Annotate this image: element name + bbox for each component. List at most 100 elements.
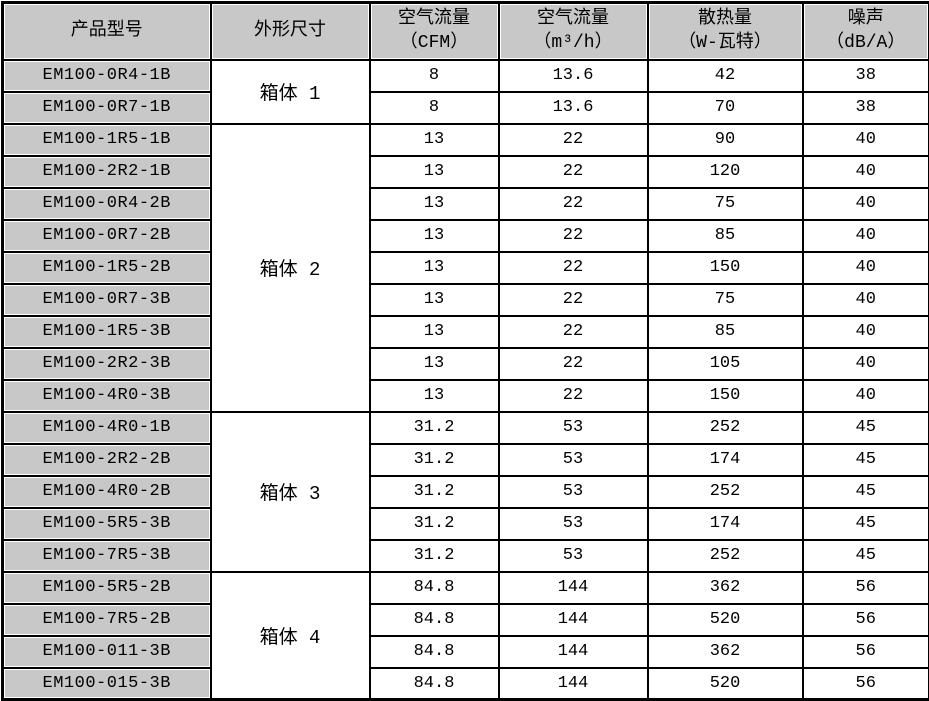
table-row: EM100-015-3B 84.8 144 520 56	[3, 668, 929, 700]
header-cell-heat: 散热量 （W-瓦特）	[648, 3, 803, 60]
cell-cfm: 84.8	[370, 572, 499, 604]
cell-cfm: 13	[370, 284, 499, 316]
table-row: EM100-1R5-1B 箱体 2 13 22 90 40	[3, 124, 929, 156]
cell-noise: 45	[803, 540, 929, 572]
cell-heat: 174	[648, 444, 803, 476]
cell-m3h: 22	[499, 188, 648, 220]
cell-model: EM100-015-3B	[3, 668, 211, 700]
header-cell-size: 外形尺寸	[211, 3, 370, 60]
cell-noise: 45	[803, 412, 929, 444]
cell-model: EM100-0R7-2B	[3, 220, 211, 252]
cell-m3h: 13.6	[499, 60, 648, 92]
cell-m3h: 53	[499, 508, 648, 540]
header-cell-airflow-m3h: 空气流量 （m³/h）	[499, 3, 648, 60]
cell-cfm: 31.2	[370, 444, 499, 476]
cell-m3h: 22	[499, 348, 648, 380]
cell-heat: 105	[648, 348, 803, 380]
cell-noise: 40	[803, 284, 929, 316]
cell-heat: 42	[648, 60, 803, 92]
cell-heat: 252	[648, 412, 803, 444]
cell-cfm: 84.8	[370, 604, 499, 636]
cell-cfm: 31.2	[370, 412, 499, 444]
cell-m3h: 144	[499, 604, 648, 636]
header-cell-noise: 噪声 （dB/A）	[803, 3, 929, 60]
table-row: EM100-0R7-3B 13 22 75 40	[3, 284, 929, 316]
cell-model: EM100-1R5-2B	[3, 252, 211, 284]
cell-model: EM100-2R2-2B	[3, 444, 211, 476]
cell-enclosure-2: 箱体 2	[211, 124, 370, 412]
cell-m3h: 53	[499, 540, 648, 572]
cell-noise: 40	[803, 252, 929, 284]
table-row: EM100-1R5-2B 13 22 150 40	[3, 252, 929, 284]
cell-cfm: 13	[370, 252, 499, 284]
cell-enclosure-3: 箱体 3	[211, 412, 370, 572]
cell-model: EM100-0R4-1B	[3, 60, 211, 92]
cell-m3h: 22	[499, 380, 648, 412]
cell-cfm: 13	[370, 380, 499, 412]
cell-cfm: 13	[370, 124, 499, 156]
cell-model: EM100-4R0-2B	[3, 476, 211, 508]
cell-model: EM100-7R5-2B	[3, 604, 211, 636]
cell-heat: 362	[648, 572, 803, 604]
cell-noise: 40	[803, 220, 929, 252]
cell-noise: 56	[803, 604, 929, 636]
cell-cfm: 31.2	[370, 508, 499, 540]
header-cell-airflow-cfm: 空气流量 （CFM）	[370, 3, 499, 60]
cell-m3h: 53	[499, 476, 648, 508]
cell-enclosure-4: 箱体 4	[211, 572, 370, 700]
cell-model: EM100-0R4-2B	[3, 188, 211, 220]
cell-model: EM100-4R0-1B	[3, 412, 211, 444]
cell-heat: 150	[648, 252, 803, 284]
cell-heat: 85	[648, 316, 803, 348]
cell-heat: 120	[648, 156, 803, 188]
table-row: EM100-2R2-3B 13 22 105 40	[3, 348, 929, 380]
cell-model: EM100-5R5-3B	[3, 508, 211, 540]
table-row: EM100-7R5-2B 84.8 144 520 56	[3, 604, 929, 636]
cell-model: EM100-0R7-1B	[3, 92, 211, 124]
cell-model: EM100-7R5-3B	[3, 540, 211, 572]
cell-heat: 174	[648, 508, 803, 540]
table-row: EM100-1R5-3B 13 22 85 40	[3, 316, 929, 348]
cell-noise: 56	[803, 668, 929, 700]
cell-model: EM100-2R2-3B	[3, 348, 211, 380]
cell-heat: 150	[648, 380, 803, 412]
cell-cfm: 13	[370, 188, 499, 220]
cell-cfm: 84.8	[370, 668, 499, 700]
cell-m3h: 144	[499, 668, 648, 700]
cell-noise: 40	[803, 380, 929, 412]
cell-noise: 40	[803, 348, 929, 380]
cell-model: EM100-5R5-2B	[3, 572, 211, 604]
table-row: EM100-0R4-2B 13 22 75 40	[3, 188, 929, 220]
header-cell-model: 产品型号	[3, 3, 211, 60]
cell-noise: 56	[803, 572, 929, 604]
cell-noise: 40	[803, 316, 929, 348]
cell-noise: 45	[803, 508, 929, 540]
table-row: EM100-011-3B 84.8 144 362 56	[3, 636, 929, 668]
cell-m3h: 22	[499, 156, 648, 188]
table-row: EM100-7R5-3B 31.2 53 252 45	[3, 540, 929, 572]
cell-model: EM100-1R5-1B	[3, 124, 211, 156]
cell-noise: 45	[803, 444, 929, 476]
cell-m3h: 144	[499, 572, 648, 604]
cell-model: EM100-011-3B	[3, 636, 211, 668]
cell-cfm: 84.8	[370, 636, 499, 668]
cell-m3h: 22	[499, 220, 648, 252]
table-row: EM100-0R4-1B 箱体 1 8 13.6 42 38	[3, 60, 929, 92]
cell-heat: 75	[648, 188, 803, 220]
cell-heat: 90	[648, 124, 803, 156]
cell-heat: 520	[648, 604, 803, 636]
cell-noise: 56	[803, 636, 929, 668]
cell-m3h: 53	[499, 444, 648, 476]
cell-heat: 252	[648, 476, 803, 508]
cell-noise: 40	[803, 156, 929, 188]
cell-heat: 520	[648, 668, 803, 700]
cell-cfm: 31.2	[370, 540, 499, 572]
cell-cfm: 13	[370, 220, 499, 252]
cell-cfm: 31.2	[370, 476, 499, 508]
table-row: EM100-2R2-2B 31.2 53 174 45	[3, 444, 929, 476]
cell-noise: 45	[803, 476, 929, 508]
table-row: EM100-0R7-1B 8 13.6 70 38	[3, 92, 929, 124]
cell-heat: 252	[648, 540, 803, 572]
